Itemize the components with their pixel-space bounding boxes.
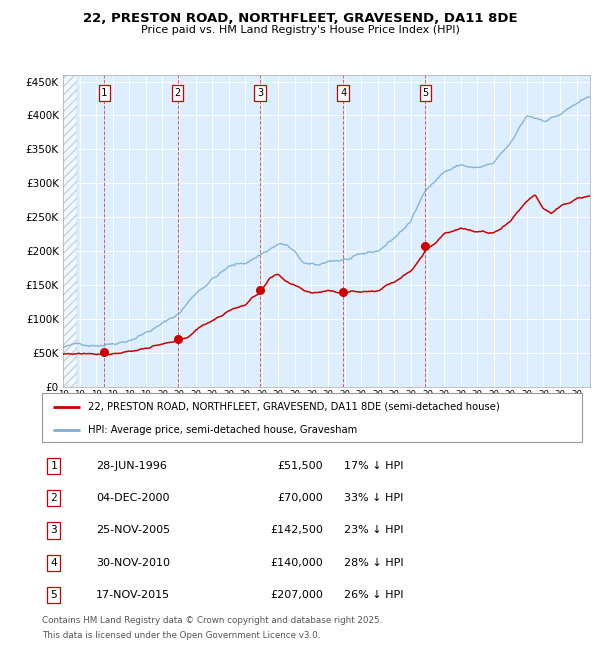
FancyBboxPatch shape [42, 393, 582, 442]
Text: £142,500: £142,500 [270, 525, 323, 536]
Text: 25-NOV-2005: 25-NOV-2005 [96, 525, 170, 536]
Text: 5: 5 [422, 88, 428, 98]
Text: HPI: Average price, semi-detached house, Gravesham: HPI: Average price, semi-detached house,… [88, 425, 357, 435]
Text: 17-NOV-2015: 17-NOV-2015 [96, 590, 170, 600]
Text: 4: 4 [340, 88, 346, 98]
Text: 4: 4 [50, 558, 57, 567]
Text: 04-DEC-2000: 04-DEC-2000 [96, 493, 170, 503]
Text: 1: 1 [50, 461, 57, 471]
Text: 33% ↓ HPI: 33% ↓ HPI [344, 493, 404, 503]
Text: 3: 3 [50, 525, 57, 536]
Text: 23% ↓ HPI: 23% ↓ HPI [344, 525, 404, 536]
Text: 22, PRESTON ROAD, NORTHFLEET, GRAVESEND, DA11 8DE: 22, PRESTON ROAD, NORTHFLEET, GRAVESEND,… [83, 12, 517, 25]
Text: 1: 1 [101, 88, 107, 98]
Text: 28% ↓ HPI: 28% ↓ HPI [344, 558, 404, 567]
Text: 2: 2 [175, 88, 181, 98]
Text: Contains HM Land Registry data © Crown copyright and database right 2025.: Contains HM Land Registry data © Crown c… [42, 616, 382, 625]
Text: £70,000: £70,000 [277, 493, 323, 503]
Text: This data is licensed under the Open Government Licence v3.0.: This data is licensed under the Open Gov… [42, 630, 320, 640]
Text: £207,000: £207,000 [270, 590, 323, 600]
Text: 17% ↓ HPI: 17% ↓ HPI [344, 461, 404, 471]
Text: 26% ↓ HPI: 26% ↓ HPI [344, 590, 404, 600]
Text: 3: 3 [257, 88, 263, 98]
Text: £140,000: £140,000 [270, 558, 323, 567]
Text: 2: 2 [50, 493, 57, 503]
Text: Price paid vs. HM Land Registry's House Price Index (HPI): Price paid vs. HM Land Registry's House … [140, 25, 460, 34]
Text: £51,500: £51,500 [277, 461, 323, 471]
Text: 28-JUN-1996: 28-JUN-1996 [96, 461, 167, 471]
Text: 22, PRESTON ROAD, NORTHFLEET, GRAVESEND, DA11 8DE (semi-detached house): 22, PRESTON ROAD, NORTHFLEET, GRAVESEND,… [88, 402, 500, 412]
Text: 5: 5 [50, 590, 57, 600]
Text: 30-NOV-2010: 30-NOV-2010 [96, 558, 170, 567]
